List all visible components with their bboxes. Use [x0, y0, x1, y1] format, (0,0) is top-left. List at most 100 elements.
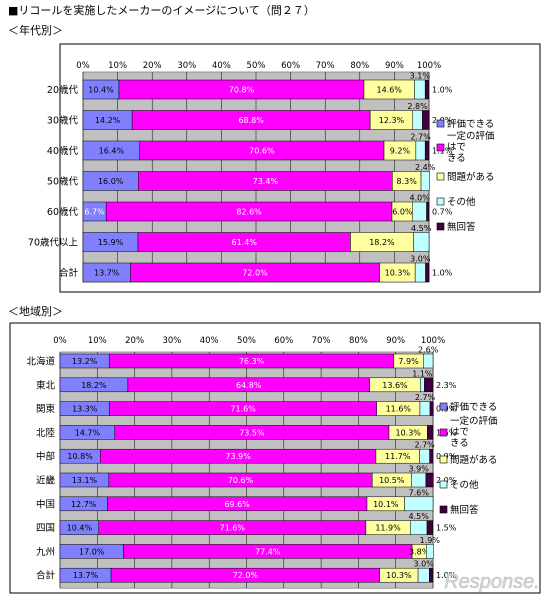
x-tick-label: 100% [421, 336, 445, 346]
category-label: 中国 [36, 498, 55, 510]
data-label: 2.8% [407, 102, 428, 111]
x-tick-label: 60% [274, 336, 293, 346]
data-label: 82.6% [236, 208, 262, 217]
bar-segment [422, 110, 430, 130]
x-tick-label: 100% [417, 61, 441, 71]
x-tick-label: 50% [247, 61, 266, 71]
data-label: 2.4% [415, 163, 436, 172]
data-label: 18.2% [369, 238, 395, 247]
bar-segment [424, 79, 429, 100]
legend-label: 無回答 [447, 221, 476, 233]
legend-swatch [436, 143, 445, 152]
data-label: 2.7% [415, 393, 436, 402]
data-label: 13.3% [72, 405, 98, 414]
data-label: 11.9% [375, 524, 401, 533]
data-label: 1.9% [420, 536, 441, 545]
data-label: 8.3% [397, 177, 418, 186]
data-label: 16.4% [99, 147, 125, 156]
data-label: 11.6% [386, 405, 412, 414]
data-label: 16.0% [98, 177, 124, 186]
x-tick-label: 20% [143, 61, 162, 71]
x-tick-label: 90% [386, 336, 405, 346]
x-tick-label: 70% [312, 336, 331, 346]
legend-swatch [436, 197, 445, 206]
watermark-logo: Response. [444, 571, 540, 593]
legend-label: 評価できる [450, 401, 497, 413]
x-tick-label: 40% [212, 61, 231, 71]
legend-label: きる [450, 438, 469, 449]
legend-swatch [436, 119, 445, 128]
data-label: 12.7% [71, 500, 97, 509]
legend-swatch [436, 222, 445, 231]
data-label: 14.7% [75, 428, 101, 437]
category-label: 中部 [36, 451, 55, 463]
data-label: 71.6% [220, 524, 246, 533]
data-label: 18.2% [81, 381, 107, 390]
category-label: 九州 [36, 546, 55, 558]
bar-segment [426, 201, 430, 222]
data-label: 4.0% [409, 194, 430, 203]
x-tick-label: 40% [200, 336, 219, 346]
bar-segment [426, 544, 434, 559]
data-label: 12.3% [379, 116, 405, 125]
data-label: 10.4% [67, 524, 93, 533]
bar-segment [426, 520, 433, 535]
legend-label: きる [447, 153, 466, 164]
data-label: 72.0% [233, 571, 259, 580]
data-label: 2.0% [436, 476, 457, 485]
data-label: 10.3% [395, 428, 421, 437]
category-label: 北陸 [36, 427, 56, 439]
data-label: 76.3% [239, 357, 265, 366]
data-label: 2.7% [410, 133, 431, 142]
legend-label: 評価できる [447, 118, 494, 130]
data-label: 10.5% [379, 476, 405, 485]
data-label: 14.2% [95, 116, 121, 125]
legend-label: 一定の評価 [450, 415, 498, 427]
bar-segment [429, 401, 434, 416]
legend-swatch [439, 455, 448, 464]
data-label: 13.7% [73, 571, 99, 580]
legend-label: はで [450, 427, 469, 438]
x-tick-label: 10% [108, 61, 127, 71]
data-label: 4.5% [411, 224, 432, 233]
data-label: 71.6% [230, 405, 256, 414]
bar-segment [420, 171, 430, 191]
x-tick-label: 0% [76, 61, 90, 71]
data-label: 0.7% [432, 208, 453, 217]
data-label: 3.9% [408, 465, 429, 474]
x-tick-label: 0% [53, 336, 67, 346]
x-tick-label: 80% [350, 61, 369, 71]
data-label: 70.8% [229, 86, 255, 95]
x-tick-label: 20% [125, 336, 144, 346]
category-label: 70歳代以上 [28, 237, 79, 249]
legend-label: 一定の評価 [447, 130, 495, 142]
x-tick-label: 90% [385, 61, 404, 71]
data-label: 6.7% [84, 208, 105, 217]
bar-segment [425, 472, 434, 488]
category-label: 合計 [36, 570, 56, 582]
bar-segment [427, 425, 434, 440]
data-label: 3.8% [409, 547, 430, 556]
data-label: 13.7% [94, 269, 120, 278]
x-tick-label: 50% [237, 336, 256, 346]
category-label: 60歳代 [47, 206, 79, 218]
data-label: 61.4% [232, 238, 258, 247]
category-label: 20歳代 [47, 84, 79, 96]
legend-swatch [436, 172, 445, 181]
data-label: 1.1% [412, 369, 433, 378]
legend-swatch [439, 505, 448, 514]
data-label: 1.0% [432, 86, 453, 95]
data-label: 7.9% [398, 357, 419, 366]
legend-swatch [439, 428, 448, 437]
data-label: 10.4% [88, 86, 114, 95]
data-label: 13.2% [72, 357, 98, 366]
data-label: 4.5% [408, 512, 429, 521]
bar-segment [424, 377, 434, 393]
data-label: 72.0% [242, 269, 268, 278]
bar-segment [425, 262, 430, 283]
data-label: 3.1% [410, 72, 431, 81]
bar-segment [429, 448, 434, 464]
